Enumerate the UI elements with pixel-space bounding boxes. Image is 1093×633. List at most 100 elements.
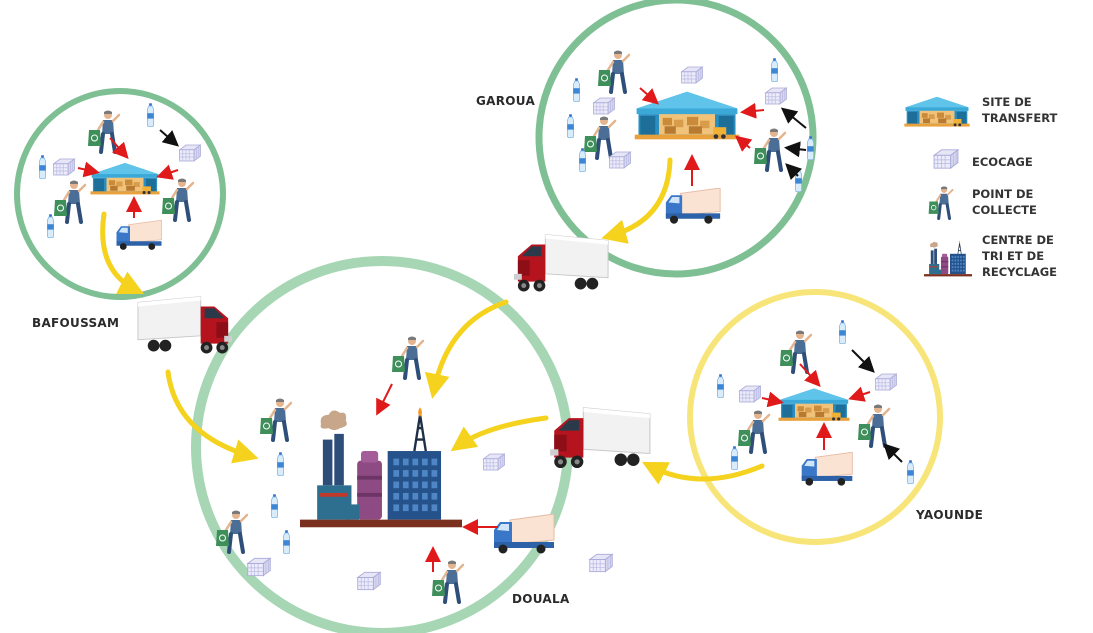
yaounde-ring bbox=[687, 289, 943, 545]
red-arrow bbox=[799, 363, 821, 387]
bottle-icon bbox=[572, 78, 581, 102]
city-label-garoua: GAROUA bbox=[476, 94, 536, 108]
legend-label-collection-point: POINT DE COLLECTE bbox=[972, 186, 1037, 218]
red-arrow bbox=[734, 135, 753, 152]
red-arrow bbox=[740, 102, 765, 119]
yellow-arrow bbox=[601, 157, 673, 244]
bafoussam-cluster bbox=[38, 103, 201, 251]
yellow-arrow bbox=[165, 369, 259, 464]
bottle-icon bbox=[276, 452, 285, 476]
ecocage-icon bbox=[875, 373, 897, 391]
black-arrow bbox=[784, 141, 807, 158]
red-arrow bbox=[156, 164, 179, 180]
bottle-icon bbox=[38, 155, 47, 179]
factory-icon bbox=[300, 406, 462, 529]
collector-icon bbox=[582, 116, 617, 160]
red-arrow bbox=[109, 137, 129, 159]
van-icon bbox=[116, 220, 162, 251]
collector-icon bbox=[390, 336, 425, 380]
ecocage-icon bbox=[357, 571, 381, 591]
bottle-icon bbox=[578, 148, 587, 172]
legend bbox=[904, 96, 972, 277]
ecocage-icon bbox=[609, 151, 631, 169]
garoua-cluster bbox=[566, 50, 815, 225]
ecocage-icon bbox=[247, 557, 271, 577]
ecocage-icon bbox=[681, 66, 703, 84]
city-label-bafoussam: BAFOUSSAM bbox=[32, 316, 120, 330]
red-arrow bbox=[761, 391, 784, 408]
bafoussam-ring bbox=[14, 88, 226, 300]
truck-icon bbox=[513, 234, 609, 292]
collector-icon bbox=[856, 404, 891, 448]
yellow-arrow bbox=[450, 415, 549, 452]
city-label-douala: DOUALA bbox=[512, 592, 570, 606]
city-label-yaounde: YAOUNDE bbox=[916, 508, 984, 522]
collector-icon bbox=[430, 560, 465, 604]
yellow-arrow bbox=[100, 211, 145, 295]
bottle-icon bbox=[730, 446, 739, 470]
collector-icon bbox=[86, 110, 121, 154]
truck-icon bbox=[137, 296, 233, 354]
legend-line: TRI ET DE bbox=[982, 249, 1045, 263]
bottle-icon bbox=[806, 136, 815, 160]
collector-icon bbox=[778, 330, 813, 374]
warehouse-icon bbox=[634, 91, 740, 140]
legend-line: TRANSFERT bbox=[982, 111, 1058, 125]
van-icon bbox=[801, 452, 853, 487]
legend-label-recycling-center: CENTRE DE TRI ET DE RECYCLAGE bbox=[982, 232, 1057, 280]
ecocage-icon bbox=[53, 158, 75, 176]
bottle-icon bbox=[716, 374, 725, 398]
warehouse-icon bbox=[778, 388, 850, 421]
douala-cluster bbox=[214, 336, 613, 604]
legend-label-transfer-site: SITE DE TRANSFERT bbox=[982, 94, 1057, 126]
douala-ring bbox=[191, 256, 573, 633]
ecocage-icon bbox=[765, 87, 787, 105]
collector-icon bbox=[752, 128, 787, 172]
bottle-icon bbox=[146, 103, 155, 127]
van-icon bbox=[665, 188, 721, 225]
red-arrow bbox=[77, 161, 100, 178]
legend-ecocage-icon bbox=[933, 149, 959, 169]
legend-line: CENTRE DE bbox=[982, 233, 1054, 247]
legend-line: SITE DE bbox=[982, 95, 1032, 109]
legend-line: POINT DE bbox=[972, 187, 1034, 201]
legend-warehouse-icon bbox=[904, 96, 970, 127]
legend-label-ecocage: ECOCAGE bbox=[972, 154, 1033, 170]
legend-line: COLLECTE bbox=[972, 203, 1037, 217]
bottle-icon bbox=[838, 320, 847, 344]
van-icon bbox=[493, 514, 555, 554]
bottle-icon bbox=[282, 530, 291, 554]
legend-factory-icon bbox=[924, 240, 972, 277]
collector-icon bbox=[214, 510, 249, 554]
ecocage-icon bbox=[739, 385, 761, 403]
yaounde-cluster bbox=[716, 320, 915, 487]
red-arrow bbox=[376, 383, 393, 416]
bottle-icon bbox=[46, 214, 55, 238]
bottle-icon bbox=[566, 114, 575, 138]
transport-arrows bbox=[100, 157, 765, 485]
collector-icon bbox=[736, 410, 771, 454]
legend-line: RECYCLAGE bbox=[982, 265, 1058, 279]
ecocage-icon bbox=[593, 97, 615, 115]
warehouse-icon bbox=[90, 162, 160, 195]
black-arrow bbox=[883, 443, 903, 463]
yellow-arrow bbox=[424, 299, 509, 399]
legend-line: ECOCAGE bbox=[972, 155, 1033, 169]
bottle-icon bbox=[270, 494, 279, 518]
red-arrow bbox=[639, 87, 660, 105]
ecocage-icon bbox=[483, 453, 505, 471]
collector-icon bbox=[52, 180, 87, 224]
yellow-arrow bbox=[642, 461, 765, 485]
bottle-icon bbox=[794, 168, 803, 192]
legend-collector-icon bbox=[926, 186, 955, 220]
garoua-ring bbox=[535, 0, 817, 278]
black-arrow bbox=[851, 349, 875, 373]
collector-icon bbox=[258, 398, 293, 442]
bottle-icon bbox=[770, 58, 779, 82]
ecocage-icon bbox=[179, 144, 201, 162]
ecocage-icon bbox=[589, 553, 613, 573]
collector-icon bbox=[596, 50, 631, 94]
black-arrow bbox=[785, 163, 803, 181]
black-arrow bbox=[780, 107, 807, 129]
